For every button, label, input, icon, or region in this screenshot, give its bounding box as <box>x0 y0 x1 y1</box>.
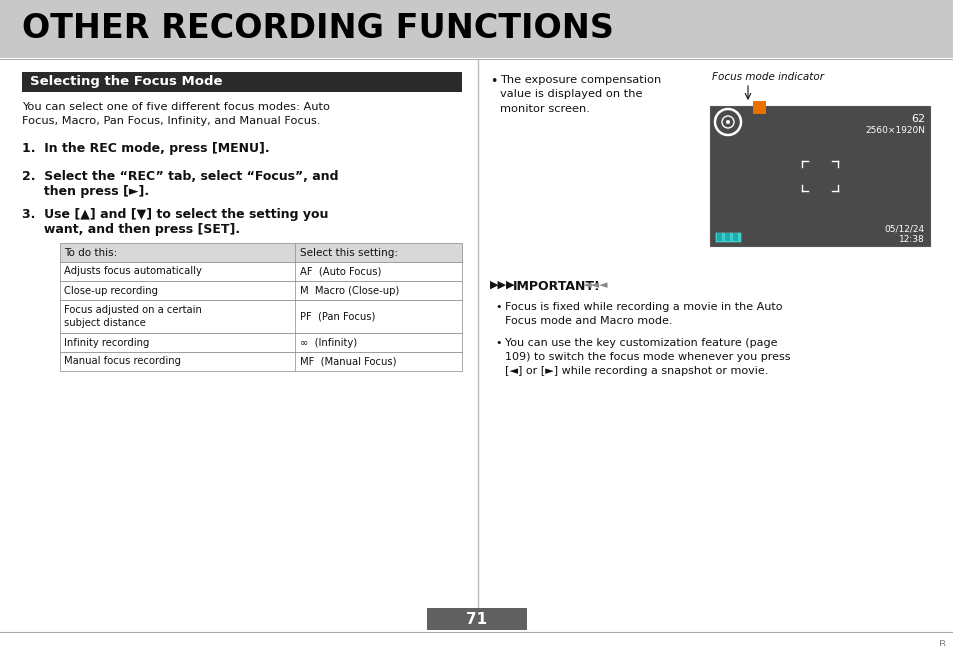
Text: 62: 62 <box>910 114 924 124</box>
Bar <box>724 233 729 241</box>
Text: Select this setting:: Select this setting: <box>299 247 397 258</box>
Text: Infinity recording: Infinity recording <box>64 337 150 348</box>
Text: Close-up recording: Close-up recording <box>64 286 158 295</box>
Text: 12:38: 12:38 <box>899 235 924 244</box>
Bar <box>60 352 461 371</box>
Text: B: B <box>938 640 945 646</box>
Bar <box>0 0 953 58</box>
Text: To do this:: To do this: <box>64 247 117 258</box>
Text: 2560×1920N: 2560×1920N <box>864 126 924 135</box>
Text: 71: 71 <box>466 612 487 627</box>
Text: Focus is fixed while recording a movie in the Auto
Focus mode and Macro mode.: Focus is fixed while recording a movie i… <box>504 302 781 326</box>
Text: You can use the key customization feature (page
109) to switch the focus mode wh: You can use the key customization featur… <box>504 338 790 376</box>
Bar <box>752 101 765 114</box>
Text: MF  (Manual Focus): MF (Manual Focus) <box>299 357 396 366</box>
Text: The exposure compensation
value is displayed on the
monitor screen.: The exposure compensation value is displ… <box>499 75 660 114</box>
Circle shape <box>725 120 729 124</box>
Text: 05/12/24: 05/12/24 <box>884 224 924 233</box>
Text: want, and then press [SET].: want, and then press [SET]. <box>22 223 240 236</box>
Text: 3.  Use [▲] and [▼] to select the setting you: 3. Use [▲] and [▼] to select the setting… <box>22 208 328 221</box>
Bar <box>60 333 461 352</box>
Bar <box>60 243 461 262</box>
Text: 1.  In the REC mode, press [MENU].: 1. In the REC mode, press [MENU]. <box>22 142 270 155</box>
Text: You can select one of five different focus modes: Auto
Focus, Macro, Pan Focus, : You can select one of five different foc… <box>22 102 330 127</box>
Text: ▶▶▶: ▶▶▶ <box>490 280 515 290</box>
Text: ∞  (Infinity): ∞ (Infinity) <box>299 337 356 348</box>
Text: Manual focus recording: Manual focus recording <box>64 357 181 366</box>
Text: AF  (Auto Focus): AF (Auto Focus) <box>299 267 381 276</box>
Bar <box>22 72 461 92</box>
Text: •: • <box>495 338 501 348</box>
Bar <box>60 262 461 281</box>
Bar <box>709 106 929 246</box>
Text: Adjusts focus automatically: Adjusts focus automatically <box>64 267 202 276</box>
Text: •: • <box>495 302 501 312</box>
Bar <box>60 281 461 300</box>
Text: Focus adjusted on a certain
subject distance: Focus adjusted on a certain subject dist… <box>64 306 202 328</box>
Bar <box>714 232 740 242</box>
Text: then press [►].: then press [►]. <box>22 185 149 198</box>
Bar <box>717 233 721 241</box>
Bar <box>60 300 461 333</box>
Text: Selecting the Focus Mode: Selecting the Focus Mode <box>30 76 222 89</box>
Text: PF  (Pan Focus): PF (Pan Focus) <box>299 311 375 322</box>
Text: IMPORTANT!: IMPORTANT! <box>513 280 600 293</box>
Text: M  Macro (Close-up): M Macro (Close-up) <box>299 286 399 295</box>
Text: 2.  Select the “REC” tab, select “Focus”, and: 2. Select the “REC” tab, select “Focus”,… <box>22 170 338 183</box>
Text: •: • <box>490 75 497 88</box>
Bar <box>732 233 738 241</box>
Text: OTHER RECORDING FUNCTIONS: OTHER RECORDING FUNCTIONS <box>22 12 613 45</box>
Text: ◄◄◄: ◄◄◄ <box>582 280 608 290</box>
Text: Focus mode indicator: Focus mode indicator <box>711 72 823 82</box>
Bar <box>427 608 526 630</box>
